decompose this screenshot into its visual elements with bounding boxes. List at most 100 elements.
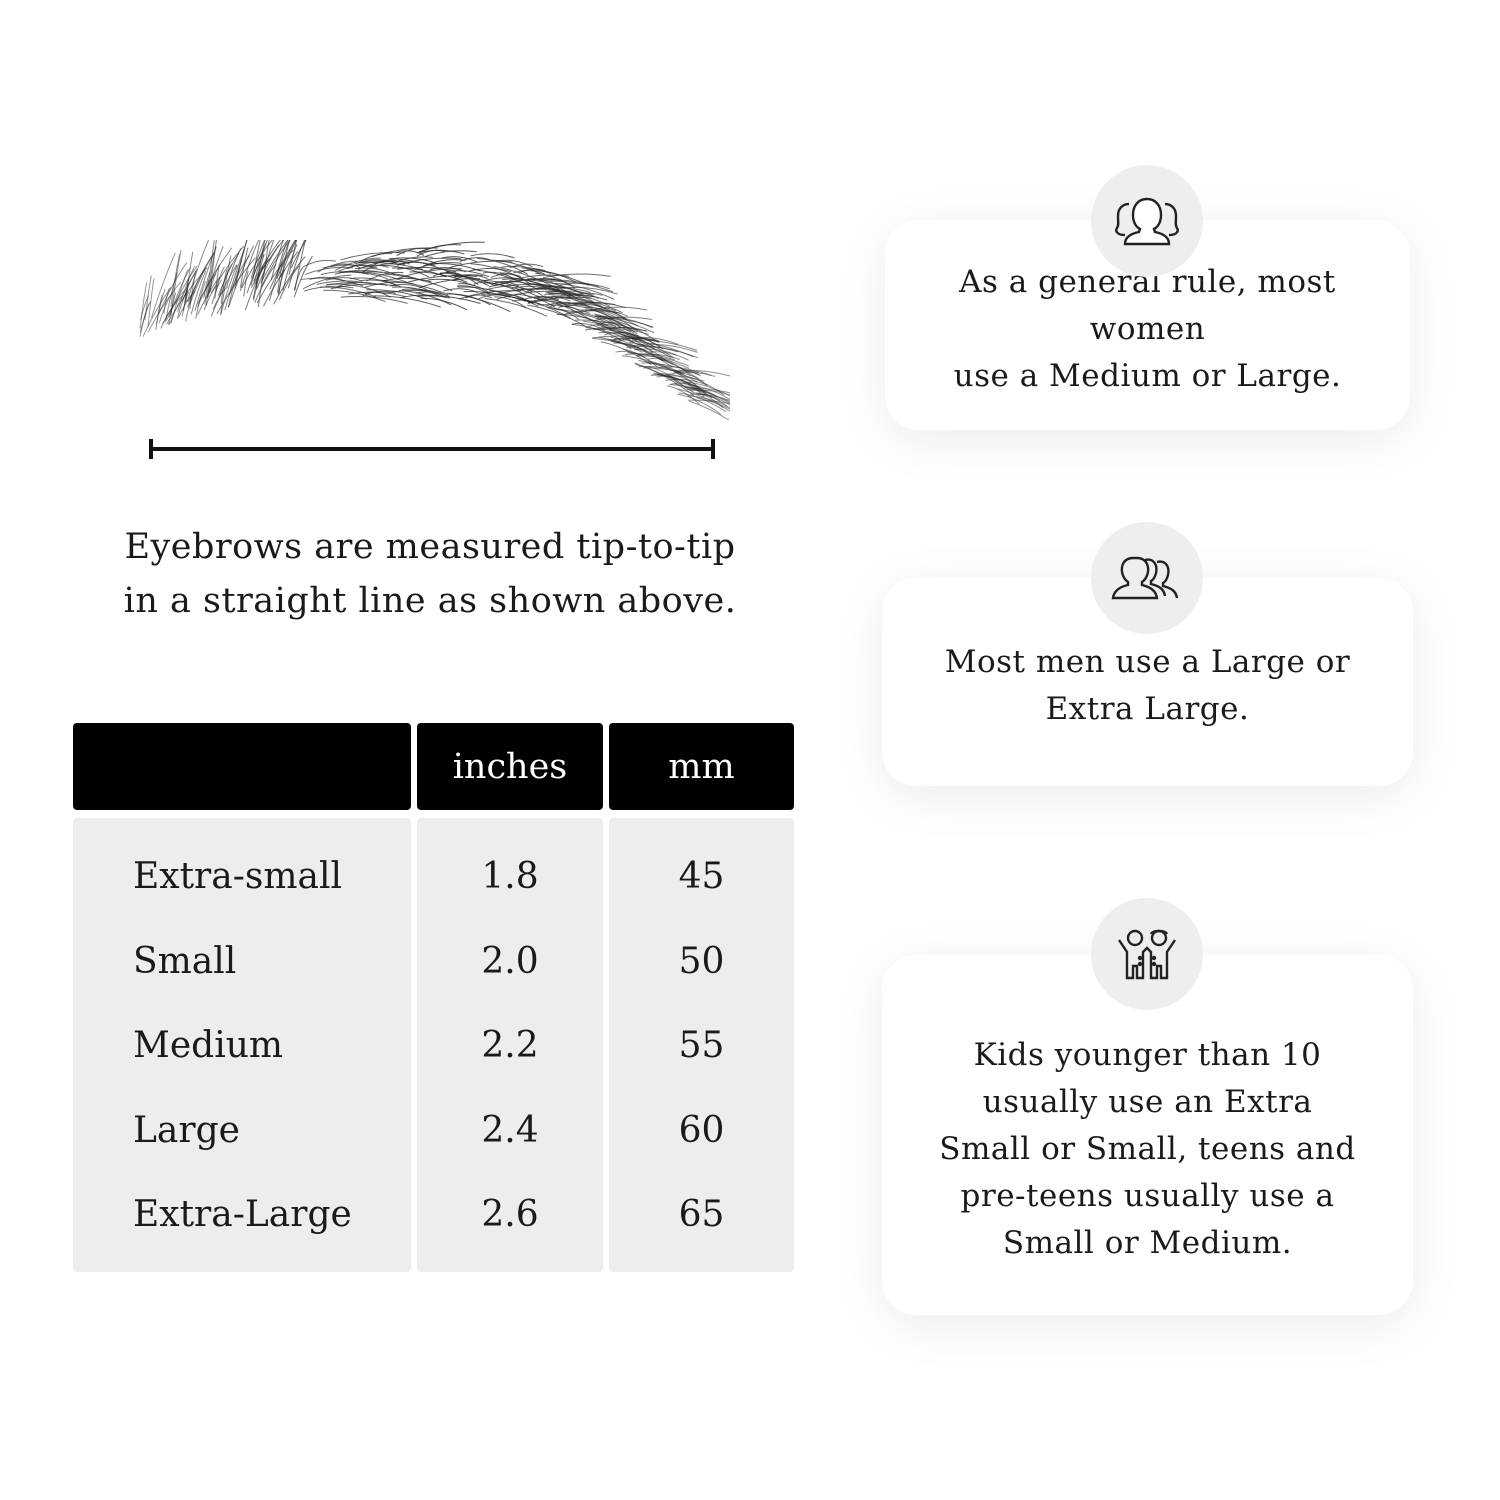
eyebrow-hair (252, 240, 261, 279)
eyebrow-hair (471, 279, 533, 293)
eyebrow-hair (685, 386, 730, 403)
caption-line: in a straight line as shown above. (123, 581, 737, 621)
table-cell-size: Large (133, 1109, 240, 1151)
eyebrow-hair (678, 392, 727, 413)
eyebrow-hair (396, 247, 430, 257)
kids-icon (1091, 898, 1203, 1010)
eyebrow-hair (362, 290, 397, 297)
eyebrow-hair (511, 285, 556, 292)
eyebrow-hair (220, 264, 238, 314)
eyebrow-hair (626, 346, 679, 353)
eyebrow-hair (277, 263, 284, 294)
inches-column (417, 818, 603, 1272)
eyebrow-hair (688, 384, 730, 401)
tip-text: Small or Small, teens and (939, 1130, 1356, 1167)
eyebrow-hair (419, 249, 465, 255)
eyebrow-hair (638, 359, 698, 383)
tip-card-kids: Kids younger than 10 usually use an Extr… (882, 955, 1413, 1315)
eyebrow-hair (600, 325, 657, 351)
eyebrow-hair (155, 288, 166, 325)
eyebrow-hair (401, 288, 450, 297)
eyebrow-hair (672, 369, 730, 377)
eyebrow-hair (358, 253, 393, 264)
eyebrow-hair (584, 327, 648, 332)
eyebrow-hair (542, 273, 611, 279)
eyebrow-hair (250, 240, 285, 288)
eyebrow-hair (543, 292, 582, 298)
eyebrow-hair (687, 395, 730, 409)
table-cell-inches: 2.6 (481, 1194, 539, 1235)
eyebrow-hair (239, 240, 260, 291)
eyebrow-hair (220, 255, 232, 316)
eyebrow-hair (665, 378, 708, 386)
eyebrow-hair (155, 294, 163, 331)
eyebrow-hair (456, 285, 491, 296)
eyebrow-hair (217, 252, 240, 296)
table-cell-mm: 45 (678, 856, 725, 897)
eyebrow-hair (417, 295, 481, 304)
table-cell-mm: 50 (678, 940, 725, 982)
table-cell-inches: 1.8 (481, 856, 539, 897)
eyebrow-hair (253, 240, 281, 281)
eyebrow-hair (490, 273, 522, 279)
eyebrow-hair (177, 265, 196, 312)
eyebrow-hair (215, 266, 225, 293)
eyebrow-hair (472, 268, 539, 290)
table-cell-inches: 2.2 (481, 1025, 539, 1066)
eyebrow-hair (224, 248, 245, 311)
eyebrow-hair (528, 279, 584, 295)
eyebrow-hair (349, 277, 397, 286)
eyebrow-hair (326, 277, 362, 282)
eyebrow-hair (293, 255, 313, 298)
eyebrow-hair (418, 278, 481, 289)
table-cell-size: Extra-small (133, 856, 342, 897)
eyebrow-hair (481, 293, 535, 305)
eyebrow-hair (696, 392, 730, 406)
eyebrow-hair (189, 255, 213, 305)
eyebrow-hair (537, 304, 591, 314)
eyebrow-hair (610, 340, 663, 360)
eyebrow-hair (320, 270, 369, 276)
eyebrow-hair (408, 275, 478, 283)
tip-text: Most men use a Large or (944, 644, 1351, 680)
tip-text: pre-teens usually use a (960, 1177, 1335, 1214)
eyebrow-hair (686, 388, 713, 399)
eyebrow-hair (545, 290, 595, 296)
eyebrow-hair (490, 259, 541, 275)
eyebrow-hair (631, 340, 694, 358)
eyebrow-hair (142, 286, 172, 337)
eyebrow-hair (593, 313, 635, 334)
table-header-mm: mm (609, 723, 794, 810)
eyebrow-hair (170, 269, 189, 324)
eyebrow-hair (659, 373, 684, 386)
eyebrow-hair (354, 262, 424, 270)
eyebrow-hair (667, 371, 716, 377)
eyebrow-hair (477, 257, 529, 275)
eyebrow-hair (304, 266, 353, 276)
eyebrow-hair (194, 246, 217, 311)
table-cell-mm: 55 (678, 1025, 725, 1066)
eyebrow-hair (195, 280, 207, 319)
eyebrow-hair (596, 321, 624, 327)
eyebrow-hair (646, 366, 679, 383)
eyebrow-hair (203, 271, 211, 299)
eyebrow-hair (263, 251, 299, 307)
eyebrow-hair (446, 292, 511, 313)
eyebrow-hair (144, 275, 152, 321)
eyebrow-hair (302, 259, 337, 268)
eyebrow-hair (354, 267, 396, 276)
eyebrow-hair (694, 392, 724, 409)
eyebrow-hair (604, 331, 640, 337)
eyebrow-hair (494, 288, 560, 296)
eyebrow-hair (666, 385, 700, 405)
eyebrow-hair (139, 301, 152, 333)
eyebrow-hair (583, 320, 643, 340)
eyebrow-hair (630, 336, 679, 345)
eyebrow-hair (256, 249, 294, 304)
eyebrow-hair (205, 240, 215, 306)
eyebrow-hair (392, 267, 447, 278)
eyebrow-hair (554, 308, 617, 328)
eyebrow-hair (317, 260, 358, 273)
eyebrow-hair (392, 286, 440, 297)
eyebrow-hair (441, 256, 478, 263)
